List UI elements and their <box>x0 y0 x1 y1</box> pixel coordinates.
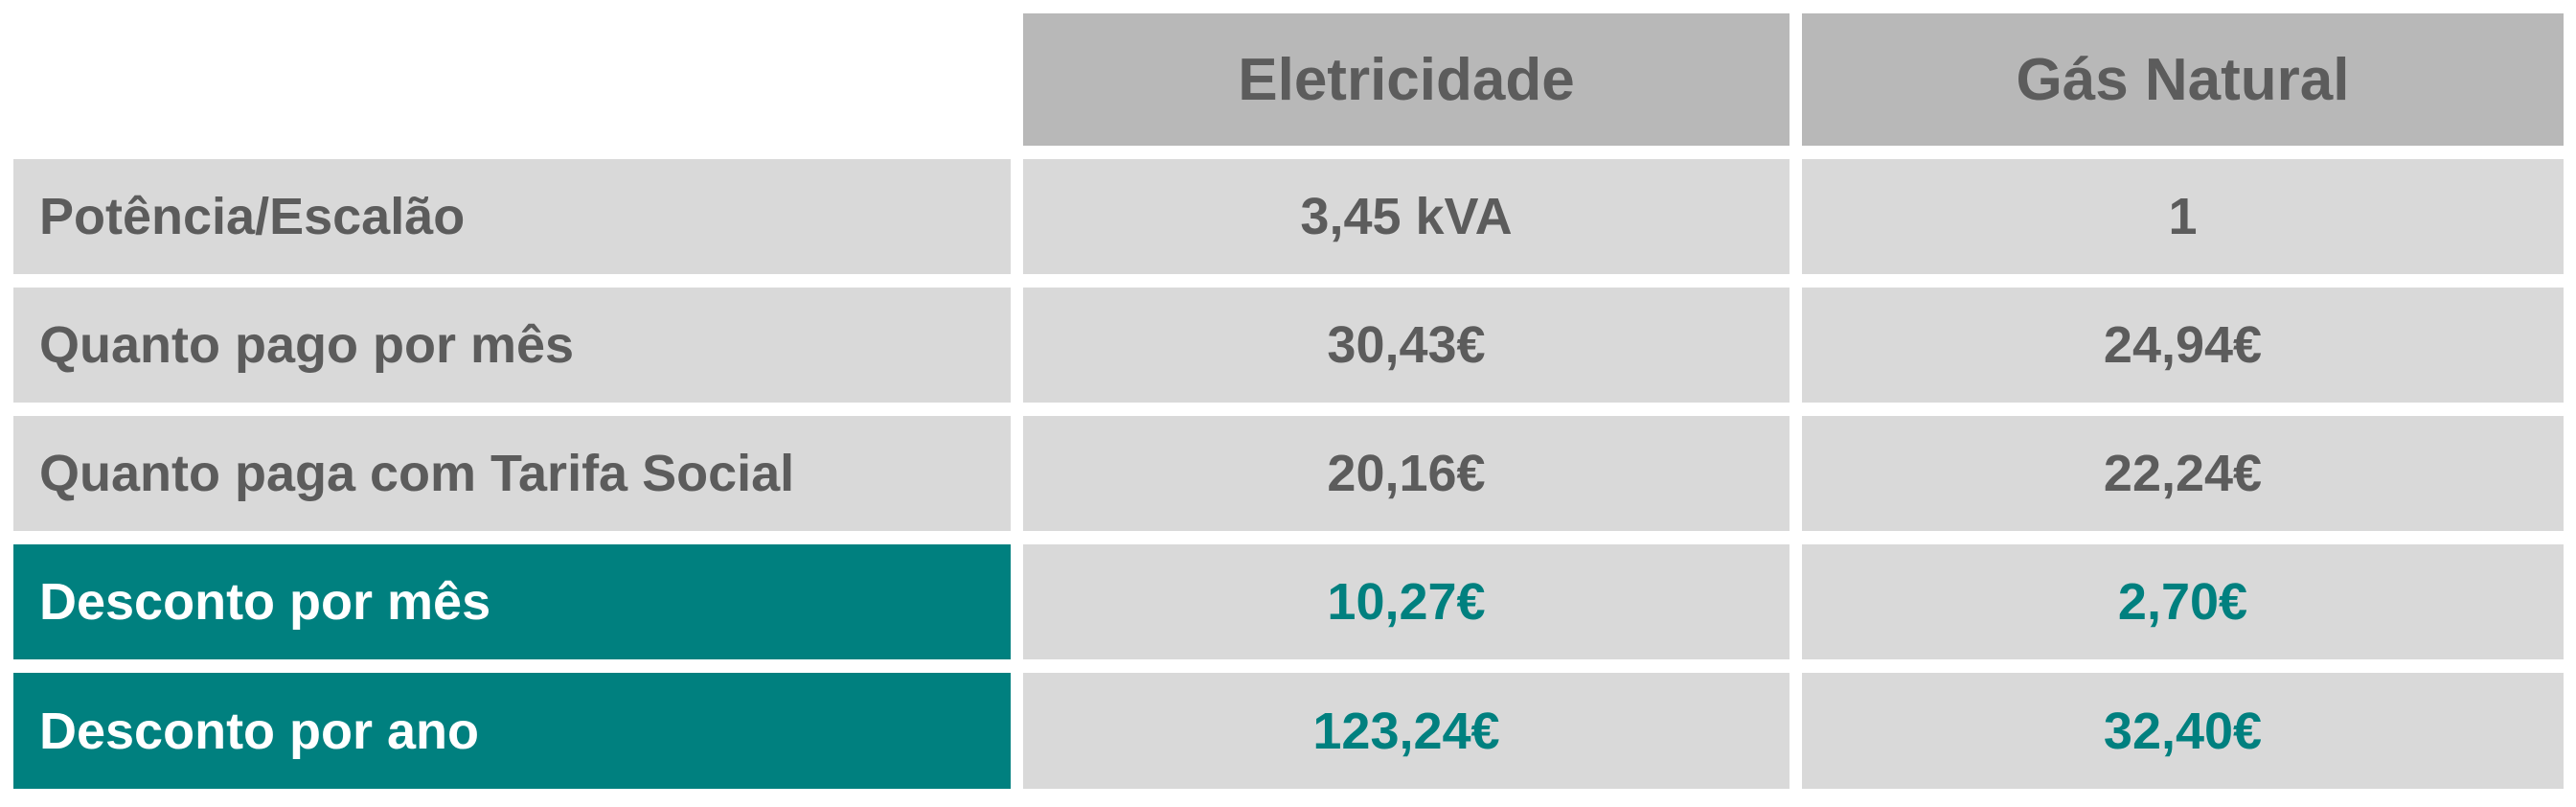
cell-social-tariff-electricity: 20,16€ <box>1023 416 1790 531</box>
cell-power-electricity: 3,45 kVA <box>1023 159 1790 274</box>
cell-yearly-discount-electricity: 123,24€ <box>1023 673 1790 789</box>
row-label-monthly-pay: Quanto pago por mês <box>13 288 1011 403</box>
column-header-natural-gas: Gás Natural <box>1802 13 2564 146</box>
row-label-yearly-discount: Desconto por ano <box>13 673 1011 789</box>
row-label-social-tariff: Quanto paga com Tarifa Social <box>13 416 1011 531</box>
cell-monthly-discount-gas: 2,70€ <box>1802 544 2564 659</box>
cell-monthly-discount-electricity: 10,27€ <box>1023 544 1790 659</box>
cell-monthly-pay-electricity: 30,43€ <box>1023 288 1790 403</box>
cell-social-tariff-gas: 22,24€ <box>1802 416 2564 531</box>
cell-power-gas: 1 <box>1802 159 2564 274</box>
cell-monthly-pay-gas: 24,94€ <box>1802 288 2564 403</box>
row-label-monthly-discount: Desconto por mês <box>13 544 1011 659</box>
cell-yearly-discount-gas: 32,40€ <box>1802 673 2564 789</box>
row-label-power: Potência/Escalão <box>13 159 1011 274</box>
column-header-electricity: Eletricidade <box>1023 13 1790 146</box>
